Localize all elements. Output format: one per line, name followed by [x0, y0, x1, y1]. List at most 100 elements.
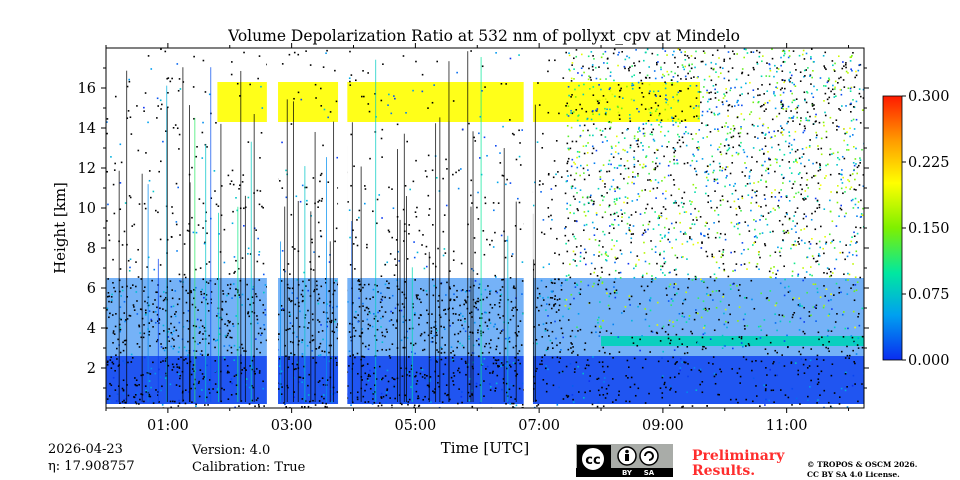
streak: [480, 57, 482, 403]
streak: [515, 201, 517, 402]
streak: [244, 195, 246, 402]
layer-0: [106, 356, 864, 404]
streak: [406, 196, 407, 402]
streak: [310, 211, 312, 402]
x-tick-label: 09:00: [642, 418, 684, 434]
meta-block-left: 2026-04-23 η: 17.908757: [48, 441, 135, 475]
cc-by-sa-icon: cc BY SA: [576, 444, 673, 477]
streak: [397, 149, 398, 402]
streak: [210, 67, 212, 402]
no-data-gap-0: [266, 48, 279, 408]
streak: [126, 70, 128, 402]
streak: [166, 107, 168, 403]
license-by-label: BY: [622, 469, 633, 477]
y-tick-label: 4: [87, 321, 96, 337]
streak: [240, 70, 242, 402]
x-tick-label: 05:00: [394, 418, 436, 434]
streak: [351, 221, 353, 402]
streak: [205, 144, 207, 402]
colorbar-tick-label: 0.225: [908, 155, 950, 171]
y-tick-label: 16: [78, 81, 96, 97]
streak: [448, 121, 450, 402]
meta-block-right: Version: 4.0 Calibration: True: [192, 442, 305, 476]
streak: [428, 251, 430, 402]
no-data-gap-2: [523, 48, 533, 408]
x-tick-label: 11:00: [766, 418, 808, 434]
streak: [403, 133, 405, 402]
streak: [467, 51, 469, 402]
colorbar-tick-label: 0.150: [908, 221, 950, 237]
streak: [533, 259, 535, 402]
streak: [351, 122, 353, 402]
streak: [250, 141, 252, 402]
streak: [472, 131, 474, 402]
version-label: Version: 4.0: [192, 443, 271, 458]
y-tick-label: 14: [78, 121, 96, 137]
streak: [304, 166, 306, 402]
streak: [220, 123, 222, 403]
layer-3: [217, 82, 701, 122]
streak: [435, 123, 437, 402]
x-tick-label: 01:00: [147, 418, 189, 434]
y-tick-label: 12: [78, 161, 96, 177]
streak: [253, 114, 255, 402]
streak: [411, 267, 413, 402]
streak: [218, 212, 219, 402]
colorbar-axis: 0.000 0.075 0.150 0.225 0.300: [902, 89, 950, 369]
colorbar-tick-label: 0.300: [908, 89, 950, 105]
streak: [189, 182, 191, 402]
chart-title: Volume Depolarization Ratio at 532 nm of…: [227, 27, 740, 45]
calibration-label: Calibration: True: [192, 460, 306, 475]
streak: [166, 85, 168, 402]
streak: [333, 121, 335, 403]
preliminary-results-note: Preliminary Results.: [692, 449, 784, 479]
x-axis: 01:00 03:00 05:00 07:00 09:00 11:00: [105, 43, 850, 434]
streak: [399, 219, 401, 402]
colorbar-tick-label: 0.000: [908, 353, 950, 369]
streak: [326, 157, 328, 402]
preliminary-line-1: Preliminary: [692, 448, 785, 464]
streak: [189, 105, 190, 403]
layer-2: [601, 336, 864, 346]
streak: [292, 101, 294, 402]
streak: [360, 166, 362, 402]
license-sa-label: SA: [644, 469, 655, 477]
streak: [534, 104, 536, 403]
y-tick-label: 6: [87, 281, 96, 297]
streak: [286, 99, 288, 403]
streak: [237, 206, 239, 402]
y-axis-label: Height [km]: [51, 182, 69, 274]
streak: [280, 241, 282, 402]
copyright-line-1: © TROPOS & OSCM 2026.: [807, 460, 918, 469]
heatmap-area: [106, 48, 864, 408]
date-label: 2026-04-23: [48, 442, 123, 457]
y-tick-label: 8: [87, 241, 96, 257]
streak: [314, 131, 316, 402]
y-axis: 2 4 6 8 10 12 14 16: [78, 67, 869, 389]
preliminary-line-2: Results.: [692, 463, 756, 479]
copyright-note: © TROPOS & OSCM 2026. CC BY SA 4.0 Licen…: [807, 460, 917, 480]
colorbar: [882, 95, 903, 361]
streak: [503, 148, 505, 402]
streak: [375, 59, 377, 403]
x-tick-label: 03:00: [271, 418, 313, 434]
streak: [147, 184, 149, 402]
colorbar-tick-label: 0.075: [908, 287, 950, 303]
streak: [439, 117, 441, 402]
x-axis-label: Time [UTC]: [441, 439, 530, 457]
streak: [284, 206, 286, 402]
streak: [194, 117, 196, 402]
streak: [157, 258, 159, 402]
streak: [118, 170, 120, 402]
x-tick-label: 07:00: [518, 418, 560, 434]
y-tick-label: 10: [78, 201, 96, 217]
no-data-gap-1: [338, 48, 348, 408]
streak: [507, 235, 509, 402]
y-tick-label: 2: [87, 361, 96, 377]
svg-text:cc: cc: [585, 453, 600, 468]
copyright-line-2: CC BY SA 4.0 License.: [807, 470, 900, 479]
streak: [141, 173, 143, 402]
streak: [329, 241, 331, 402]
streak: [182, 67, 184, 402]
